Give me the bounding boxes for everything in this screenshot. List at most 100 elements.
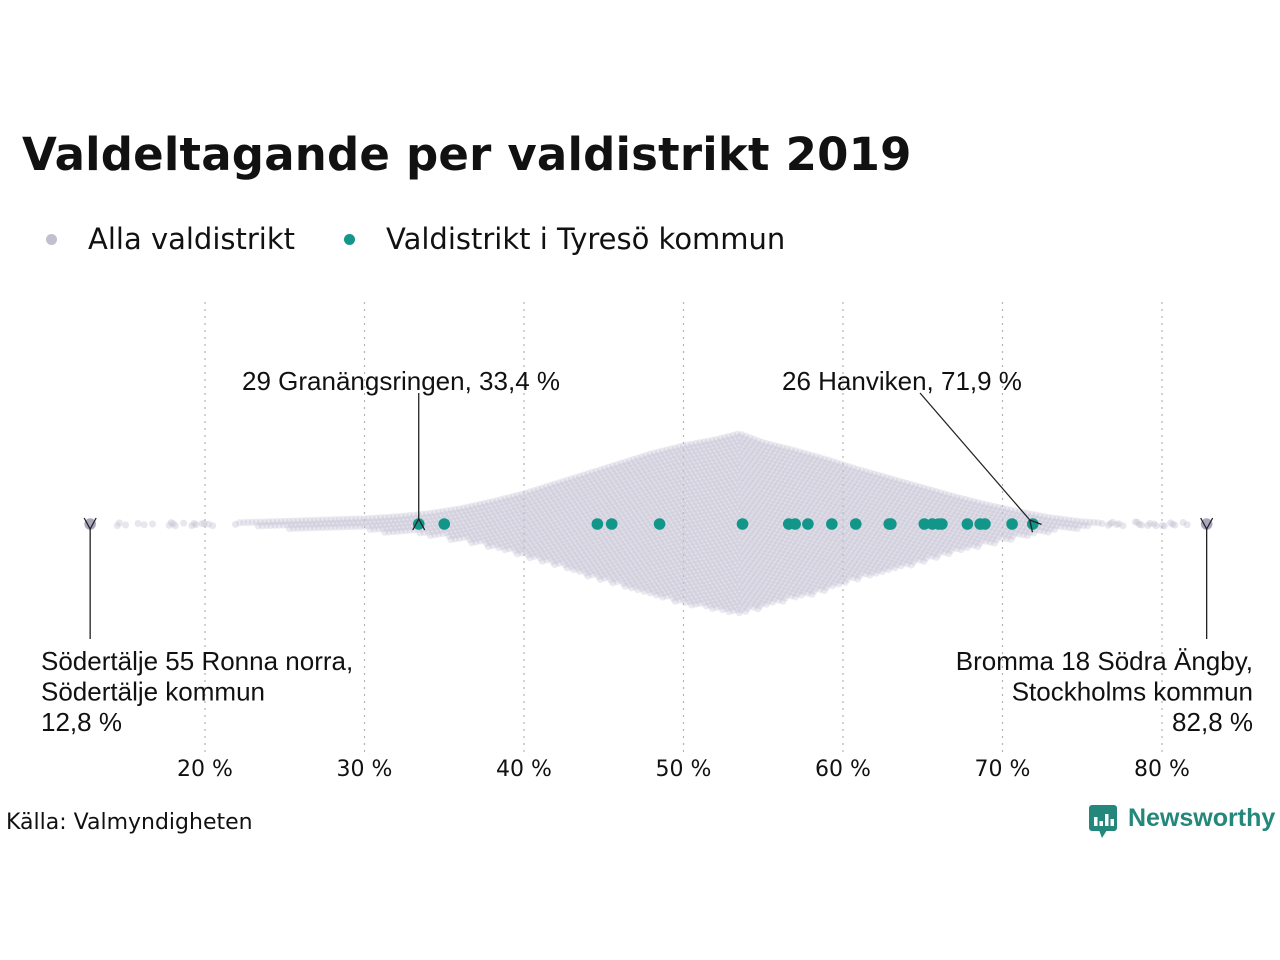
district-point <box>515 516 524 525</box>
district-point <box>513 535 522 543</box>
district-point <box>200 519 208 527</box>
district-point <box>501 531 509 539</box>
district-point <box>544 529 553 538</box>
district-point <box>374 525 383 533</box>
district-point <box>518 520 526 528</box>
district-point <box>518 527 526 535</box>
district-point <box>457 530 466 538</box>
district-point <box>439 529 447 538</box>
district-point <box>501 524 509 532</box>
district-point <box>488 527 497 535</box>
district-point <box>140 521 148 529</box>
district-point <box>453 523 461 532</box>
district-point <box>542 497 551 505</box>
district-point <box>557 547 565 556</box>
district-point <box>302 524 310 532</box>
chart-title: Valdeltagande per valdistrikt 2019 <box>22 128 912 181</box>
tyreso-district-point <box>802 518 814 530</box>
district-point <box>455 534 464 542</box>
district-point <box>169 520 177 528</box>
district-point <box>530 530 538 539</box>
district-point <box>563 520 571 528</box>
district-point <box>453 516 461 524</box>
district-point <box>414 511 422 519</box>
district-point <box>389 513 397 521</box>
district-point <box>449 517 457 525</box>
district-point <box>528 520 536 528</box>
legend-label-all: Alla valdistrikt <box>88 222 296 256</box>
district-point <box>559 477 567 486</box>
district-point <box>260 518 269 526</box>
district-point <box>534 493 542 501</box>
district-point <box>524 499 532 508</box>
district-point <box>360 515 368 523</box>
annotation-label: Södertälje kommun <box>41 677 265 707</box>
district-point <box>304 520 312 528</box>
district-point <box>522 489 530 497</box>
district-point <box>447 506 455 514</box>
district-point <box>515 531 524 539</box>
district-point <box>551 495 559 503</box>
district-point <box>377 514 385 522</box>
district-point <box>499 535 507 543</box>
district-point <box>561 502 569 511</box>
district-point <box>555 523 563 531</box>
district-point <box>167 519 175 527</box>
district-point <box>435 508 443 516</box>
x-tick-label: 60 % <box>815 757 871 782</box>
district-point <box>474 534 482 542</box>
district-point <box>476 515 484 523</box>
district-point <box>180 519 188 527</box>
district-point <box>488 534 497 542</box>
district-point <box>511 532 519 540</box>
district-point <box>526 488 534 496</box>
district-point <box>401 512 410 520</box>
district-point <box>555 530 563 538</box>
district-point <box>513 521 522 529</box>
district-point <box>532 504 540 512</box>
district-point <box>530 516 538 524</box>
district-point <box>520 515 528 524</box>
district-point <box>561 539 569 547</box>
x-tick-label: 40 % <box>496 757 552 782</box>
tyreso-district-point <box>653 518 666 530</box>
district-point <box>544 522 553 530</box>
district-point <box>520 523 528 531</box>
district-point <box>484 506 493 514</box>
district-point <box>563 491 571 499</box>
district-point <box>503 498 511 506</box>
district-point <box>534 522 542 530</box>
district-point <box>503 527 511 535</box>
district-point <box>557 482 565 490</box>
district-point <box>542 512 551 520</box>
district-point <box>544 551 553 560</box>
district-point <box>547 503 555 511</box>
district-point <box>544 486 553 494</box>
district-point <box>1119 522 1127 530</box>
district-point <box>285 524 293 533</box>
district-point <box>389 520 397 528</box>
district-point <box>551 553 559 561</box>
district-point <box>339 523 347 531</box>
district-point <box>318 516 327 524</box>
tyreso-district-point <box>605 518 618 530</box>
district-point <box>379 525 387 533</box>
district-point <box>327 516 335 524</box>
district-point <box>511 496 519 504</box>
district-point <box>470 527 478 535</box>
district-point <box>192 521 200 529</box>
district-point <box>532 490 540 498</box>
district-point <box>540 502 549 510</box>
district-point <box>518 549 526 557</box>
annotation-label: 26 Hanviken, 71,9 % <box>782 366 1022 396</box>
district-point <box>464 518 472 526</box>
district-point <box>507 511 515 519</box>
district-point <box>480 514 488 522</box>
district-point <box>491 537 499 545</box>
district-point <box>563 556 571 565</box>
district-point <box>553 490 561 499</box>
district-point <box>267 521 275 530</box>
district-point <box>524 514 532 522</box>
district-point <box>291 521 300 529</box>
district-point <box>551 538 559 547</box>
